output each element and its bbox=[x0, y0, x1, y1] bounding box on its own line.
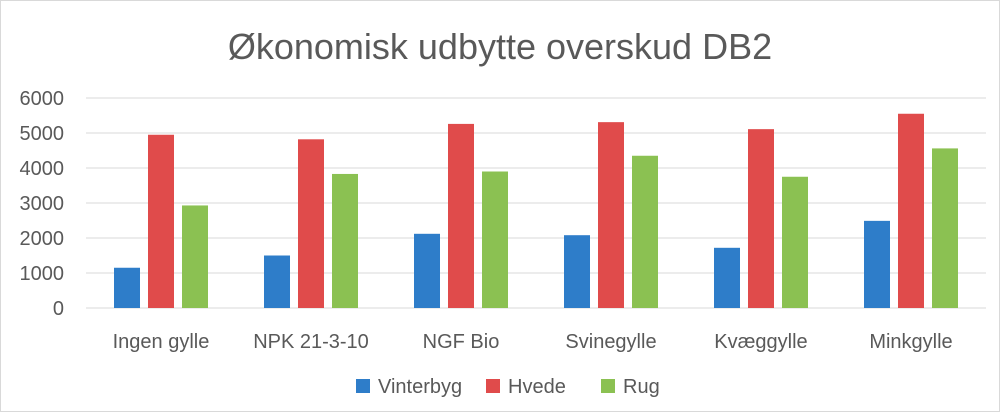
legend: Vinterbyg Hvede Rug bbox=[356, 376, 660, 398]
legend-swatch-hvede bbox=[486, 379, 500, 393]
bar-rug-3 bbox=[632, 155, 658, 308]
legend-swatch-vinterbyg bbox=[356, 379, 370, 393]
x-axis-categories: Ingen gylle NPK 21-3-10 NGF Bio Svinegylle K… bbox=[113, 331, 953, 353]
bar-hvede-5 bbox=[898, 113, 924, 308]
bar-vinterbyg-4 bbox=[714, 247, 740, 308]
bar-vinterbyg-5 bbox=[864, 220, 890, 308]
x-category-label: Kvæggylle bbox=[714, 331, 807, 353]
bar-rug-1 bbox=[332, 173, 358, 308]
x-category-label: NGF Bio bbox=[423, 331, 500, 353]
bar-hvede-1 bbox=[298, 139, 324, 308]
bar-vinterbyg-2 bbox=[414, 233, 440, 308]
y-tick-label: 5000 bbox=[20, 123, 65, 145]
bar-vinterbyg-0 bbox=[114, 267, 140, 308]
y-tick-label: 6000 bbox=[20, 88, 65, 110]
x-category-label: NPK 21-3-10 bbox=[253, 331, 369, 353]
legend-label-hvede: Hvede bbox=[508, 376, 566, 398]
bars bbox=[114, 113, 958, 309]
chart-title: Økonomisk udbytte overskud DB2 bbox=[228, 26, 772, 67]
bar-rug-4 bbox=[782, 176, 808, 308]
gridlines bbox=[86, 97, 986, 309]
bar-rug-0 bbox=[182, 205, 208, 308]
bar-rug-5 bbox=[932, 148, 958, 308]
legend-label-rug: Rug bbox=[623, 376, 660, 398]
y-tick-label: 4000 bbox=[20, 158, 65, 180]
legend-swatch-rug bbox=[601, 379, 615, 393]
x-category-label: Svinegylle bbox=[565, 331, 656, 353]
bar-hvede-3 bbox=[598, 122, 624, 309]
bar-hvede-0 bbox=[148, 134, 174, 308]
bar-hvede-2 bbox=[448, 123, 474, 309]
y-axis-ticks: 0 1000 2000 3000 4000 5000 6000 bbox=[20, 88, 65, 320]
y-tick-label: 1000 bbox=[20, 263, 65, 285]
legend-label-vinterbyg: Vinterbyg bbox=[378, 376, 462, 398]
x-category-label: Ingen gylle bbox=[113, 331, 210, 353]
y-tick-label: 0 bbox=[53, 298, 64, 320]
bar-hvede-4 bbox=[748, 129, 774, 308]
bar-rug-2 bbox=[482, 171, 508, 308]
x-category-label: Minkgylle bbox=[869, 331, 952, 353]
bar-vinterbyg-1 bbox=[264, 255, 290, 308]
y-tick-label: 3000 bbox=[20, 193, 65, 215]
bar-vinterbyg-3 bbox=[564, 235, 590, 308]
y-tick-label: 2000 bbox=[20, 228, 65, 250]
